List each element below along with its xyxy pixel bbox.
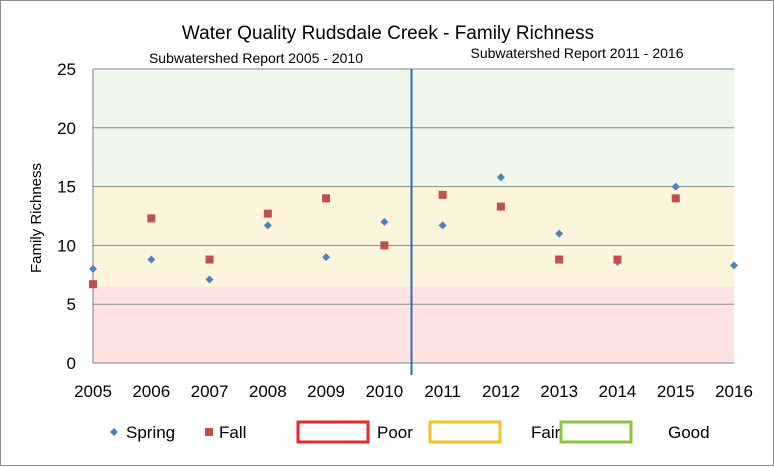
x-tick-label: 2005 [74, 382, 112, 401]
x-tick-label: 2011 [424, 382, 461, 401]
x-tick-label: 2010 [365, 382, 403, 401]
x-tick-label: 2012 [482, 382, 520, 401]
x-tick-label: 2007 [191, 382, 229, 401]
y-axis-ticks: 0 5 10 15 20 25 [57, 60, 76, 373]
x-tick-label: 2006 [132, 382, 170, 401]
fall-point [613, 255, 622, 264]
x-tick-label: 2016 [715, 382, 753, 401]
x-tick-label: 2014 [599, 382, 637, 401]
y-tick-label: 10 [57, 236, 76, 255]
fall-point [555, 255, 564, 264]
x-tick-label: 2015 [657, 382, 695, 401]
fall-point [147, 214, 156, 223]
spring-point [380, 217, 389, 226]
y-tick-label: 5 [67, 295, 76, 314]
legend-good-label: Good [668, 423, 710, 442]
y-tick-label: 0 [67, 354, 76, 373]
legend-fall-marker [205, 428, 213, 436]
fall-point [89, 280, 97, 289]
legend: Spring Fall Poor Fair Good [110, 420, 710, 444]
x-tick-label: 2008 [249, 382, 287, 401]
fall-point [380, 241, 389, 250]
spring-point [496, 173, 505, 182]
legend-fall-label: Fall [219, 423, 246, 442]
fall-point [496, 202, 505, 211]
legend-spring-marker [110, 428, 118, 436]
band-fair [93, 186, 734, 287]
legend-poor-label: Poor [377, 423, 413, 442]
spring-point [322, 253, 331, 262]
rating-bands [93, 69, 734, 363]
y-tick-label: 15 [57, 178, 76, 197]
fall-point [438, 190, 447, 199]
spring-point [438, 221, 447, 230]
x-tick-label: 2009 [307, 382, 345, 401]
spring-point [263, 221, 272, 230]
annotation-report-2011-2016: Subwatershed Report 2011 - 2016 [471, 45, 684, 61]
spring-point [671, 182, 680, 191]
gridlines [92, 68, 734, 364]
y-tick-label: 20 [57, 119, 76, 138]
legend-good-swatch [559, 420, 633, 444]
x-axis-ticks: 2005 2006 2007 2008 2009 2010 2011 2012 2013 2014… [74, 382, 753, 401]
y-tick-label: 25 [57, 60, 76, 79]
spring-point [205, 275, 214, 284]
x-tick-label: 2013 [540, 382, 578, 401]
spring-point [147, 255, 156, 264]
legend-fair-label: Fair [531, 423, 561, 442]
legend-spring-label: Spring [126, 423, 175, 442]
spring-point [555, 229, 564, 238]
spring-point [730, 261, 738, 270]
fall-point [671, 194, 680, 203]
fall-point [263, 209, 272, 218]
y-axis-label: Family Richness [28, 163, 45, 273]
data-series [89, 173, 738, 289]
legend-fair-swatch [428, 420, 502, 444]
legend-poor-swatch [296, 420, 370, 444]
fall-point [322, 194, 331, 203]
fall-point [205, 255, 214, 264]
spring-point [89, 264, 97, 273]
band-poor [93, 286, 734, 363]
annotation-report-2005-2010: Subwatershed Report 2005 - 2010 [149, 50, 363, 66]
chart-title: Water Quality Rudsdale Creek - Family Ri… [182, 23, 594, 44]
